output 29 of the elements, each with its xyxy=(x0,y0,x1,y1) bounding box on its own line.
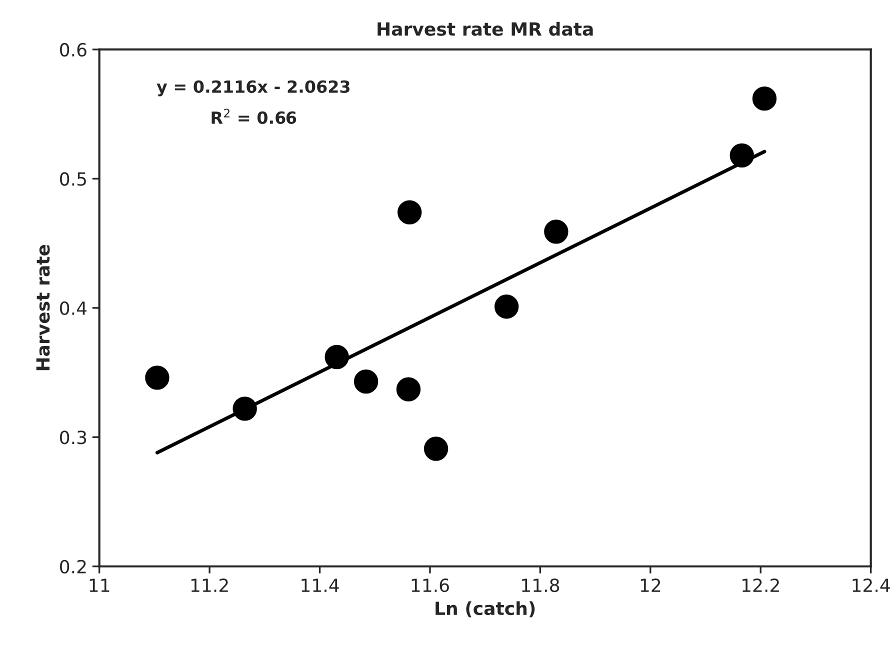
point xyxy=(232,396,257,421)
point xyxy=(730,143,754,168)
y-tick-label: 0.6 xyxy=(60,42,86,57)
x-tick-label: 11.2 xyxy=(191,578,228,592)
y-axis-title: Harvest rate xyxy=(36,244,50,370)
point xyxy=(752,86,777,111)
x-tick-label: 12 xyxy=(640,578,660,592)
x-axis-title: Ln (catch) xyxy=(436,601,535,618)
y-tick-label: 0.2 xyxy=(60,560,86,574)
x-tick-label: 11.6 xyxy=(412,578,449,592)
y-tick-label: 0.5 xyxy=(60,172,86,186)
y-tick-label: 0.4 xyxy=(60,301,87,316)
point xyxy=(494,294,519,319)
x-tick-label: 11.8 xyxy=(522,578,560,592)
x-tick-label: 12.2 xyxy=(742,578,779,592)
point xyxy=(145,366,170,390)
x-tick-label: 12.4 xyxy=(852,578,890,592)
x-tick-label: 11.4 xyxy=(302,578,339,592)
annotation: y = 0.2116x - 2.0623 xyxy=(156,80,350,96)
y-tick-label: 0.3 xyxy=(60,430,86,444)
point xyxy=(354,369,378,394)
point xyxy=(424,436,448,461)
chart-title: Harvest rate MR data xyxy=(378,22,593,36)
point xyxy=(396,377,421,402)
point xyxy=(544,220,568,244)
x-tick-label: 11 xyxy=(90,578,110,592)
annotation: R$^{2}$ = 0.66 xyxy=(212,108,296,124)
point xyxy=(398,200,422,224)
point xyxy=(324,344,349,370)
